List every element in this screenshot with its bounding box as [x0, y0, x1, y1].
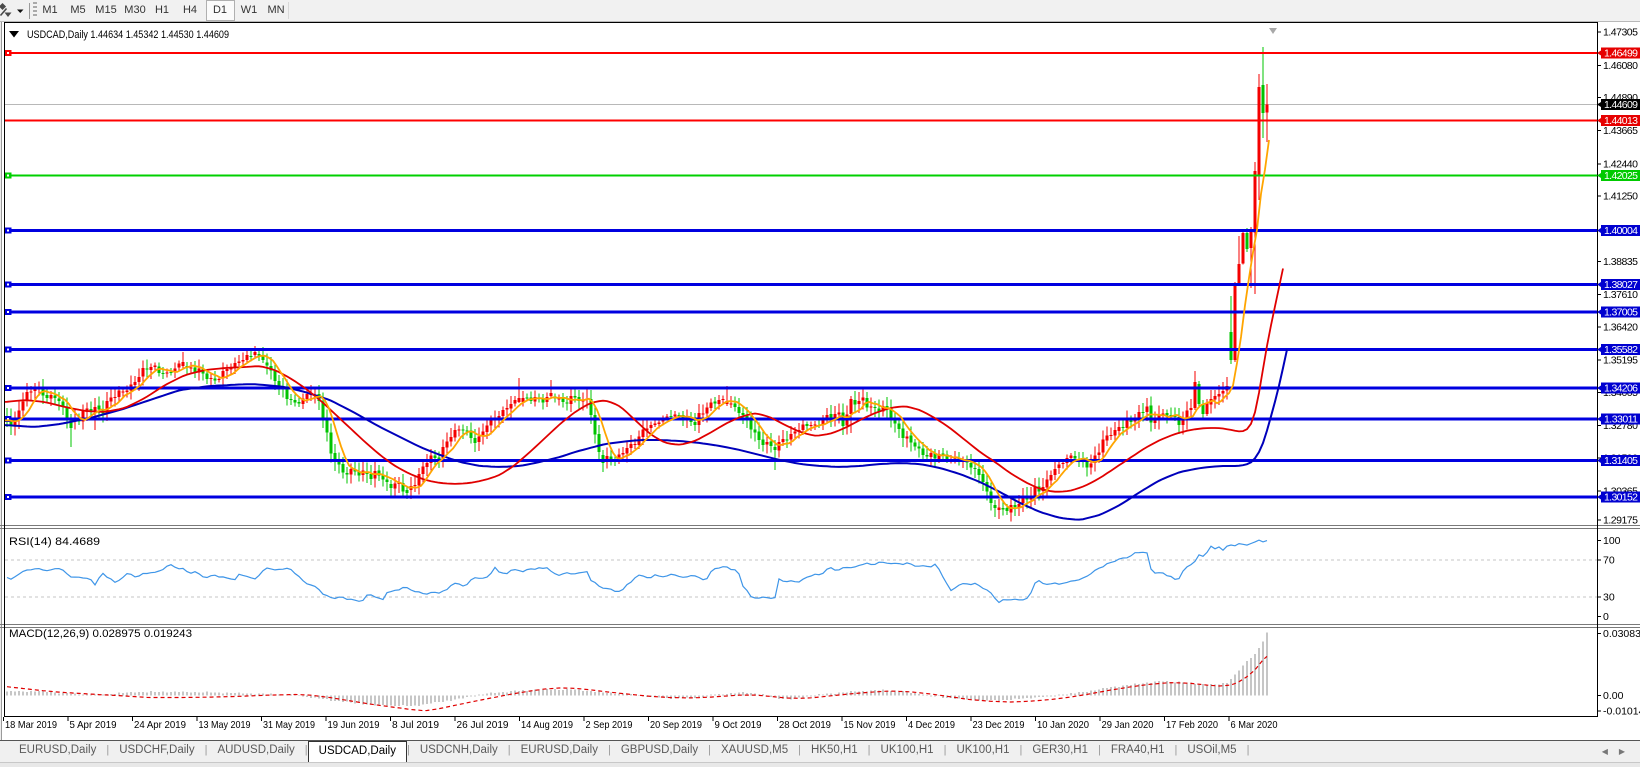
svg-text:1.40004: 1.40004	[1604, 225, 1638, 237]
svg-text:1.47305: 1.47305	[1603, 27, 1638, 39]
svg-text:1.33011: 1.33011	[1604, 414, 1638, 426]
svg-text:1.30152: 1.30152	[1604, 492, 1638, 504]
svg-text:19 Jun 2019: 19 Jun 2019	[328, 719, 380, 731]
svg-text:1.44609: 1.44609	[1604, 99, 1638, 111]
svg-text:17 Feb 2020: 17 Feb 2020	[1166, 719, 1218, 731]
svg-text:28 Oct 2019: 28 Oct 2019	[779, 719, 831, 731]
svg-text:1.37610: 1.37610	[1603, 289, 1638, 301]
svg-text:1.35582: 1.35582	[1604, 344, 1638, 356]
svg-text:USDCAD,Daily 1.44634 1.45342: USDCAD,Daily 1.44634 1.45342 1.44530 1.4…	[27, 29, 229, 41]
svg-text:26 Jul 2019: 26 Jul 2019	[457, 719, 509, 731]
svg-text:1.31405: 1.31405	[1604, 455, 1638, 467]
svg-text:4 Dec 2019: 4 Dec 2019	[908, 719, 955, 731]
svg-text:5 Apr 2019: 5 Apr 2019	[70, 719, 117, 731]
svg-text:0.00: 0.00	[1603, 690, 1624, 702]
svg-text:RSI(14) 84.4689: RSI(14) 84.4689	[9, 536, 100, 548]
svg-text:14 Aug 2019: 14 Aug 2019	[521, 719, 573, 731]
svg-text:1.29175: 1.29175	[1603, 515, 1638, 527]
svg-text:1.38835: 1.38835	[1603, 256, 1638, 268]
svg-text:-0.010144: -0.010144	[1603, 705, 1640, 717]
svg-text:31 May 2019: 31 May 2019	[263, 719, 315, 731]
svg-text:18 Mar 2019: 18 Mar 2019	[5, 719, 57, 731]
svg-text:1.44013: 1.44013	[1604, 115, 1638, 127]
svg-text:1.37005: 1.37005	[1604, 307, 1638, 319]
svg-text:1.35195: 1.35195	[1603, 355, 1638, 367]
svg-text:100: 100	[1603, 535, 1621, 547]
svg-text:1.42025: 1.42025	[1604, 170, 1638, 182]
svg-text:2 Sep 2019: 2 Sep 2019	[586, 719, 633, 731]
svg-text:9 Oct 2019: 9 Oct 2019	[715, 719, 762, 731]
svg-text:1.38027: 1.38027	[1604, 279, 1638, 291]
svg-text:13 May 2019: 13 May 2019	[199, 719, 251, 731]
svg-text:1.34206: 1.34206	[1604, 383, 1638, 395]
svg-text:1.43665: 1.43665	[1603, 125, 1638, 137]
svg-text:30: 30	[1603, 592, 1615, 604]
svg-text:1.41250: 1.41250	[1603, 191, 1638, 203]
svg-text:1.42440: 1.42440	[1603, 158, 1638, 170]
svg-text:70: 70	[1603, 555, 1615, 567]
svg-text:29 Jan 2020: 29 Jan 2020	[1102, 719, 1154, 731]
svg-text:MACD(12,26,9) 0.028975 0.01924: MACD(12,26,9) 0.028975 0.019243	[9, 628, 192, 640]
svg-text:8 Jul 2019: 8 Jul 2019	[392, 719, 439, 731]
svg-text:24 Apr 2019: 24 Apr 2019	[134, 719, 186, 731]
svg-text:20 Sep 2019: 20 Sep 2019	[650, 719, 702, 731]
svg-text:6 Mar 2020: 6 Mar 2020	[1231, 719, 1278, 731]
svg-text:1.36420: 1.36420	[1603, 321, 1638, 333]
svg-text:0: 0	[1603, 611, 1609, 623]
svg-text:0.030838: 0.030838	[1603, 628, 1640, 640]
svg-text:10 Jan 2020: 10 Jan 2020	[1037, 719, 1089, 731]
svg-text:1.46499: 1.46499	[1604, 48, 1638, 60]
svg-text:23 Dec 2019: 23 Dec 2019	[973, 719, 1025, 731]
svg-text:15 Nov 2019: 15 Nov 2019	[844, 719, 896, 731]
svg-text:1.46080: 1.46080	[1603, 60, 1638, 72]
